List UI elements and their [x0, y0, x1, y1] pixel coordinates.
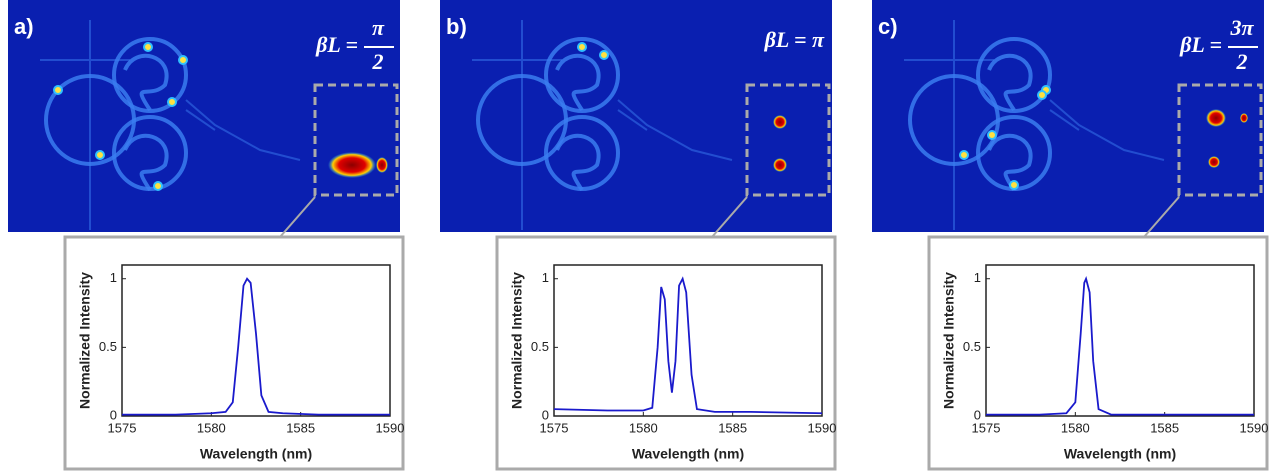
- plot-area: [121, 264, 391, 417]
- hot-spot: [178, 55, 188, 65]
- x-tick-label: 1585: [286, 420, 315, 435]
- connector: [279, 196, 316, 238]
- x-axis-label: Wavelength (nm): [1064, 446, 1176, 462]
- hot-spot: [1037, 90, 1047, 100]
- waveguide-swirl: [555, 133, 601, 192]
- hot-spot: [959, 150, 969, 160]
- device-image: a) βL = π 2: [8, 0, 400, 238]
- zoom-box: [1177, 83, 1263, 197]
- waveguide-swirl: [123, 53, 169, 112]
- x-axis-label: Wavelength (nm): [632, 446, 744, 462]
- spectrum-line: [122, 277, 390, 416]
- waveguide-swirl: [987, 53, 1033, 112]
- hot-spot: [153, 181, 163, 191]
- x-tick-label: 1590: [1240, 420, 1269, 435]
- spectrum-line: [553, 276, 823, 415]
- spectrum-line: [986, 275, 1254, 416]
- annotation-lhs: βL =: [315, 32, 358, 57]
- panel-label: a): [14, 14, 34, 39]
- y-axis-label: Normalized Intensity: [77, 272, 93, 409]
- annotation-numerator: 3π: [1229, 15, 1254, 40]
- y-tick-label: 1: [110, 270, 117, 285]
- connector: [1143, 196, 1180, 238]
- waveguide-bus: [472, 20, 733, 230]
- hot-spot: [95, 150, 105, 160]
- x-tick-label: 1575: [972, 420, 1001, 435]
- waveguide-bus: [904, 20, 1165, 230]
- x-tick-label: 1580: [197, 420, 226, 435]
- y-tick-label: 0: [542, 407, 549, 422]
- hot-spot: [577, 42, 587, 52]
- output-spot: [773, 115, 787, 129]
- annotation-denominator: 2: [372, 49, 384, 74]
- x-axis-label: Wavelength (nm): [200, 446, 312, 462]
- x-tick-label: 1575: [540, 420, 569, 435]
- y-axis-label: Normalized Intensity: [941, 272, 957, 409]
- zoom-box: [745, 83, 831, 197]
- waveguide-bus: [40, 20, 301, 230]
- hot-spot: [987, 130, 997, 140]
- y-tick-label: 0.5: [531, 339, 549, 354]
- waveguide-ring: [112, 37, 188, 113]
- x-tick-label: 1580: [1061, 420, 1090, 435]
- annotation: βL = π: [764, 27, 825, 52]
- y-tick-label: 0: [974, 407, 981, 422]
- output-spot: [1206, 109, 1226, 127]
- plot-area: [553, 264, 823, 417]
- waveguide-ring: [976, 37, 1052, 113]
- x-tick-label: 1585: [718, 420, 747, 435]
- output-spot: [376, 157, 388, 173]
- x-tick-label: 1575: [108, 420, 137, 435]
- y-axis-label: Normalized Intensity: [509, 272, 525, 409]
- x-tick-label: 1580: [629, 420, 658, 435]
- y-tick-label: 0.5: [963, 339, 981, 354]
- panel-label: b): [446, 14, 467, 39]
- device-image: c) βL = 3π 2: [872, 0, 1264, 238]
- y-tick-label: 1: [974, 270, 981, 285]
- hot-spot: [143, 42, 153, 52]
- annotation-denominator: 2: [1236, 49, 1248, 74]
- connector: [711, 196, 748, 238]
- output-spot: [1208, 156, 1220, 168]
- hot-spot: [1009, 180, 1019, 190]
- annotation-lhs: βL =: [1179, 32, 1222, 57]
- device-image: b) βL = π: [440, 0, 832, 238]
- x-tick-label: 1585: [1150, 420, 1179, 435]
- annotation-numerator: π: [372, 15, 385, 40]
- hot-spot: [599, 50, 609, 60]
- y-tick-label: 0.5: [99, 339, 117, 354]
- output-spot: [328, 152, 376, 178]
- output-spot: [773, 158, 787, 172]
- panel-label: c): [878, 14, 898, 39]
- hot-spot: [53, 85, 63, 95]
- plot-area: [985, 264, 1255, 417]
- waveguide-swirl: [123, 133, 169, 192]
- x-tick-label: 1590: [376, 420, 405, 435]
- output-spot: [1240, 113, 1248, 123]
- y-tick-label: 1: [542, 270, 549, 285]
- waveguide-ring: [544, 37, 620, 113]
- hot-spot: [167, 97, 177, 107]
- y-tick-label: 0: [110, 407, 117, 422]
- waveguide-swirl: [987, 133, 1033, 192]
- x-tick-label: 1590: [808, 420, 837, 435]
- waveguide-swirl: [555, 53, 601, 112]
- zoom-box: [313, 83, 399, 197]
